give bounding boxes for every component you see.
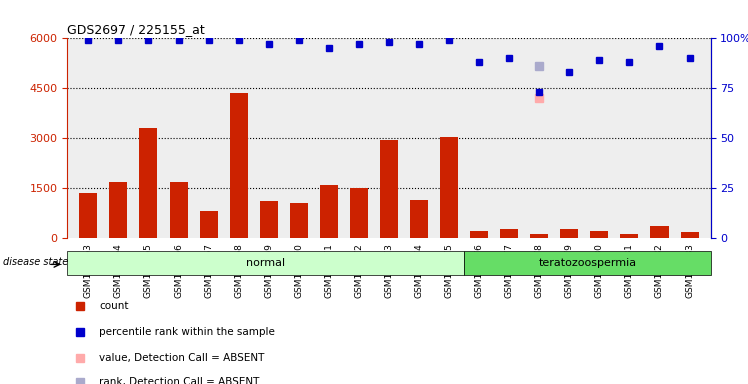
Bar	[170, 182, 188, 238]
Text: teratozoospermia: teratozoospermia	[539, 258, 637, 268]
Text: value, Detection Call = ABSENT: value, Detection Call = ABSENT	[99, 353, 265, 363]
Bar	[79, 193, 97, 238]
Bar	[681, 232, 699, 238]
Text: normal: normal	[246, 258, 285, 268]
Bar	[530, 234, 548, 238]
Bar	[230, 93, 248, 238]
Bar	[470, 232, 488, 238]
Bar	[109, 182, 127, 238]
Bar	[651, 226, 669, 238]
Text: rank, Detection Call = ABSENT: rank, Detection Call = ABSENT	[99, 377, 260, 384]
Text: disease state: disease state	[3, 257, 69, 267]
Bar	[200, 212, 218, 238]
Text: count: count	[99, 301, 129, 311]
Text: GDS2697 / 225155_at: GDS2697 / 225155_at	[67, 23, 205, 36]
Bar	[260, 202, 278, 238]
Bar	[350, 188, 368, 238]
Bar	[560, 229, 578, 238]
Bar	[380, 140, 398, 238]
FancyBboxPatch shape	[67, 251, 464, 275]
Bar	[590, 232, 608, 238]
Text: percentile rank within the sample: percentile rank within the sample	[99, 327, 275, 337]
FancyBboxPatch shape	[464, 251, 711, 275]
Bar	[620, 234, 639, 238]
Bar	[139, 128, 158, 238]
Bar	[320, 185, 338, 238]
Bar	[289, 203, 307, 238]
Bar	[500, 229, 518, 238]
Bar	[440, 137, 458, 238]
Bar	[410, 200, 428, 238]
